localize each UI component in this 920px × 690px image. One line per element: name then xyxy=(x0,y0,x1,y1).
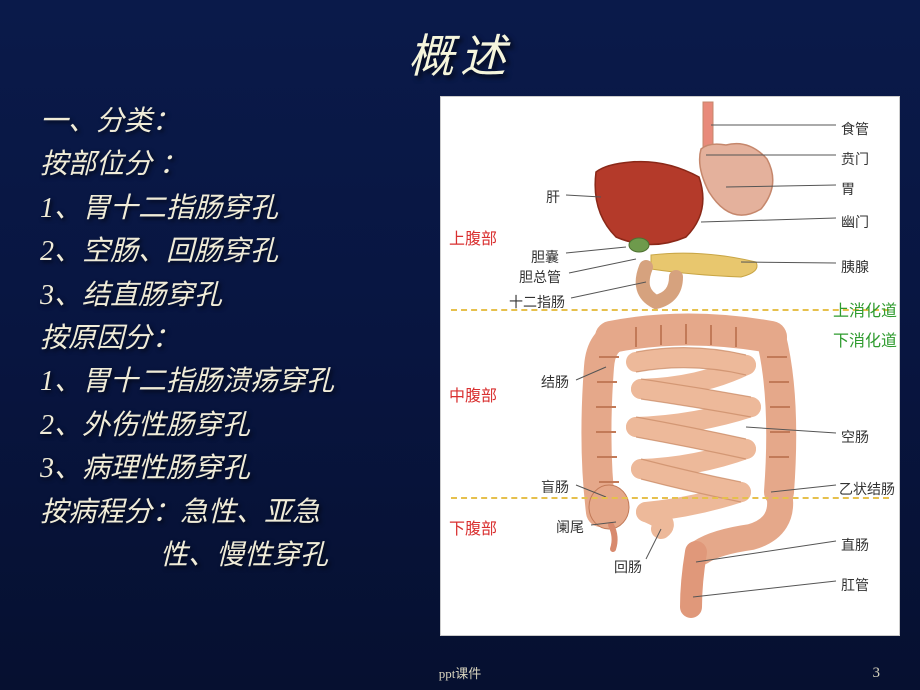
diagram-label: 胰腺 xyxy=(841,257,869,277)
digestive-diagram: 上腹部中腹部下腹部 上消化道下消化道 食管贲门胃幽门胰腺空肠乙状结肠直肠肛管 肝胆囊胆… xyxy=(440,96,900,636)
text-line: 1、胃十二指肠穿孔 xyxy=(40,187,430,230)
slide-number: 3 xyxy=(873,665,881,682)
footer-center: ppt课件 xyxy=(0,663,920,682)
diagram-column: 上腹部中腹部下腹部 上消化道下消化道 食管贲门胃幽门胰腺空肠乙状结肠直肠肛管 肝胆囊胆… xyxy=(440,96,900,636)
liver-shape xyxy=(595,162,703,245)
text-line: 一、分类： xyxy=(40,100,430,143)
diagram-label: 下腹部 xyxy=(449,515,497,539)
diagram-label: 盲肠 xyxy=(541,477,569,497)
diagram-label: 上腹部 xyxy=(449,225,497,249)
small-intestine xyxy=(636,358,751,529)
text-line: 按原因分： xyxy=(40,317,430,360)
text-line: 3、病理性肠穿孔 xyxy=(40,447,430,490)
diagram-label: 幽门 xyxy=(841,212,869,232)
text-line: 1、胃十二指肠溃疡穿孔 xyxy=(40,360,430,403)
appendix-shape xyxy=(611,525,615,549)
diagram-label: 十二指肠 xyxy=(509,292,565,312)
diagram-label: 阑尾 xyxy=(556,517,584,537)
text-line: 2、空肠、回肠穿孔 xyxy=(40,230,430,273)
text-line: 3、结直肠穿孔 xyxy=(40,274,430,317)
content-wrap: 一、分类： 按部位分 ： 1、胃十二指肠穿孔 2、空肠、回肠穿孔 3、结直肠穿孔… xyxy=(40,96,880,636)
slide: 概述 一、分类： 按部位分 ： 1、胃十二指肠穿孔 2、空肠、回肠穿孔 3、结直… xyxy=(0,0,920,690)
duodenum-shape xyxy=(643,267,676,302)
text-line: 按部位分 ： xyxy=(40,143,430,186)
slide-title: 概述 xyxy=(40,20,880,86)
anatomy-svg xyxy=(441,97,901,637)
diagram-label: 食管 xyxy=(841,119,869,139)
diagram-label: 胆总管 xyxy=(519,267,561,287)
diagram-label: 中腹部 xyxy=(449,382,497,406)
text-line: 2、外伤性肠穿孔 xyxy=(40,404,430,447)
diagram-label: 肛管 xyxy=(841,575,869,595)
stomach-shape xyxy=(700,144,773,215)
diagram-label: 空肠 xyxy=(841,427,869,447)
diagram-label: 胆囊 xyxy=(531,247,559,267)
diagram-label: 直肠 xyxy=(841,535,869,555)
text-line: 按病程分：急性、亚急 xyxy=(40,491,430,534)
diagram-label: 贲门 xyxy=(841,149,869,169)
text-line: 性、慢性穿孔 xyxy=(40,534,430,577)
diagram-label: 肝 xyxy=(546,187,560,207)
gallbladder-shape xyxy=(629,238,649,252)
colon-descending xyxy=(771,337,781,492)
dashed-divider xyxy=(451,497,889,499)
text-column: 一、分类： 按部位分 ： 1、胃十二指肠穿孔 2、空肠、回肠穿孔 3、结直肠穿孔… xyxy=(40,96,430,636)
rectum-shape xyxy=(691,552,696,607)
diagram-label: 乙状结肠 xyxy=(839,479,895,499)
pancreas-shape xyxy=(651,253,757,277)
diagram-label: 上消化道 xyxy=(833,297,897,321)
diagram-label: 下消化道 xyxy=(833,327,897,351)
diagram-label: 胃 xyxy=(841,179,855,199)
diagram-label: 结肠 xyxy=(541,372,569,392)
diagram-label: 回肠 xyxy=(614,557,642,577)
